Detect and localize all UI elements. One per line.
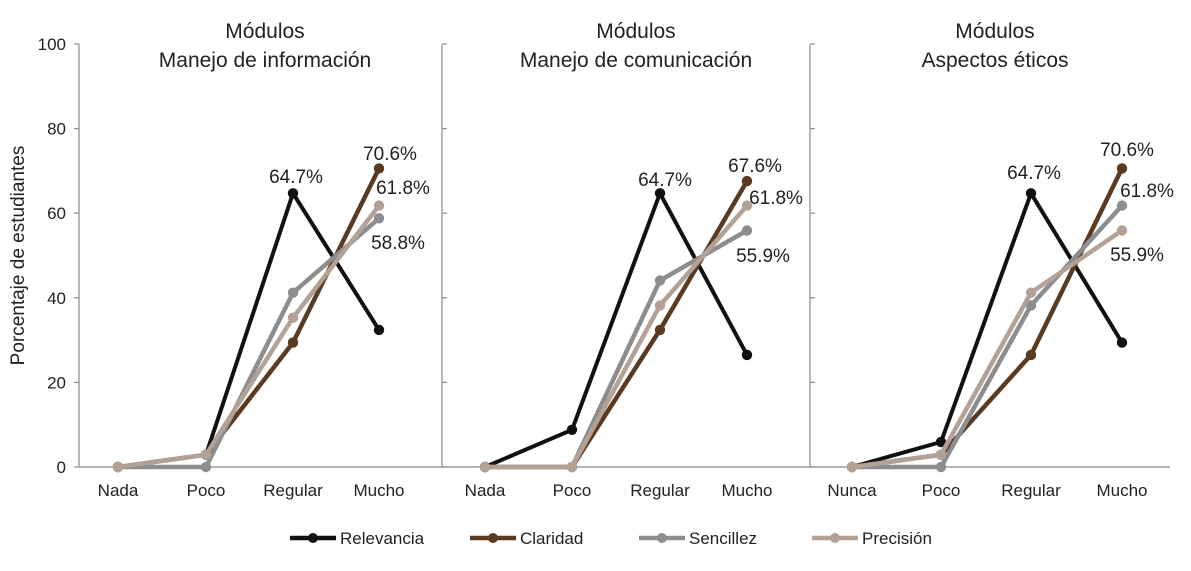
legend-label: Claridad bbox=[520, 529, 583, 548]
data-label: 61.8% bbox=[749, 188, 803, 209]
x-tick-label: Mucho bbox=[1096, 481, 1147, 500]
y-tick-label: 20 bbox=[47, 373, 66, 392]
series-line-relevancia bbox=[117, 191, 381, 469]
x-tick-label: Regular bbox=[630, 481, 690, 500]
x-tick-label: Poco bbox=[922, 481, 961, 500]
y-tick-label: 0 bbox=[57, 458, 66, 477]
legend-swatch-marker bbox=[488, 533, 498, 543]
x-tick-label: Poco bbox=[187, 481, 226, 500]
panel-title-line1: Módulos bbox=[596, 20, 675, 43]
data-point-sencillez bbox=[200, 461, 212, 473]
series-line-sencillez bbox=[852, 204, 1124, 470]
data-point-precisión bbox=[654, 300, 666, 311]
data-point-relevancia bbox=[935, 436, 947, 448]
data-point-sencillez bbox=[287, 287, 299, 298]
data-point-precisión bbox=[741, 200, 753, 211]
legend-label: Precisión bbox=[862, 529, 932, 548]
data-point-claridad bbox=[654, 324, 666, 336]
data-point-precisión bbox=[287, 312, 299, 323]
x-tick-label: Mucho bbox=[721, 481, 772, 500]
y-axis-label: Porcentaje de estudiantes bbox=[8, 146, 29, 366]
y-tick-label: 60 bbox=[47, 204, 66, 223]
data-label: 55.9% bbox=[1110, 245, 1164, 266]
data-point-claridad bbox=[1116, 163, 1128, 174]
data-point-sencillez bbox=[935, 461, 947, 473]
data-point-sencillez bbox=[654, 275, 666, 286]
data-label: 64.7% bbox=[638, 170, 692, 191]
data-point-precisión bbox=[112, 461, 124, 473]
data-point-relevancia bbox=[1116, 337, 1128, 348]
series-line-sencillez bbox=[485, 228, 749, 470]
data-point-sencillez bbox=[1025, 300, 1037, 311]
series-line-relevancia bbox=[484, 191, 749, 469]
data-point-relevancia bbox=[287, 188, 299, 199]
y-tick-label: 80 bbox=[47, 120, 66, 139]
panel-title-line2: Manejo de información bbox=[159, 49, 371, 72]
data-label: 67.6% bbox=[728, 156, 782, 177]
x-tick-label: Mucho bbox=[353, 481, 404, 500]
legend-swatch-marker bbox=[657, 533, 667, 543]
x-tick-label: Regular bbox=[263, 481, 323, 500]
data-label: 61.8% bbox=[1120, 181, 1174, 202]
data-point-sencillez bbox=[741, 225, 753, 236]
data-label: 70.6% bbox=[363, 144, 417, 165]
data-label: 70.6% bbox=[1100, 140, 1154, 161]
data-point-sencillez bbox=[1116, 200, 1128, 211]
data-point-claridad bbox=[287, 337, 299, 348]
series-line-claridad bbox=[485, 179, 749, 470]
legend-swatch-marker bbox=[308, 533, 318, 543]
data-point-sencillez bbox=[373, 213, 385, 224]
x-tick-label: Nada bbox=[465, 481, 506, 500]
series-line-relevancia bbox=[851, 191, 1124, 469]
data-point-relevancia bbox=[1025, 188, 1037, 199]
data-point-precisión bbox=[200, 449, 212, 460]
x-tick-label: Regular bbox=[1001, 481, 1061, 500]
legend-label: Relevancia bbox=[340, 529, 425, 548]
series-line-sencillez bbox=[118, 216, 381, 470]
data-point-precisión bbox=[373, 200, 385, 211]
data-point-precisión bbox=[566, 461, 578, 473]
panel-title-line1: Módulos bbox=[955, 20, 1034, 43]
x-tick-label: Poco bbox=[553, 481, 592, 500]
data-label: 64.7% bbox=[1007, 163, 1061, 184]
data-label: 64.7% bbox=[269, 167, 323, 188]
data-point-precisión bbox=[935, 449, 947, 460]
data-label: 55.9% bbox=[736, 246, 790, 267]
y-tick-label: 40 bbox=[47, 289, 66, 308]
legend-swatch-marker bbox=[830, 533, 840, 543]
data-point-relevancia bbox=[741, 349, 753, 361]
data-point-precisión bbox=[1116, 225, 1128, 236]
x-tick-label: Nunca bbox=[827, 481, 877, 500]
legend-label: Sencillez bbox=[689, 529, 757, 548]
series-line-precisión bbox=[117, 204, 381, 470]
series-line-precisión bbox=[485, 204, 749, 470]
data-point-claridad bbox=[741, 175, 753, 187]
series-line-precisión bbox=[851, 228, 1124, 470]
series-line-claridad bbox=[117, 167, 382, 470]
panel-title-line1: Módulos bbox=[225, 20, 304, 43]
data-label: 61.8% bbox=[376, 178, 430, 199]
data-point-precisión bbox=[479, 461, 491, 473]
data-point-precisión bbox=[846, 461, 858, 473]
panel-title-line2: Manejo de comunicación bbox=[520, 49, 752, 72]
data-label: 58.8% bbox=[371, 233, 425, 254]
data-point-relevancia bbox=[566, 424, 578, 435]
data-point-relevancia bbox=[373, 324, 385, 336]
data-point-relevancia bbox=[654, 188, 666, 199]
panel-title-line2: Aspectos éticos bbox=[921, 49, 1068, 72]
y-tick-label: 100 bbox=[38, 35, 66, 54]
data-point-claridad bbox=[373, 163, 385, 174]
data-point-claridad bbox=[1025, 349, 1037, 361]
x-tick-label: Nada bbox=[98, 481, 139, 500]
data-point-precisión bbox=[1025, 287, 1037, 298]
